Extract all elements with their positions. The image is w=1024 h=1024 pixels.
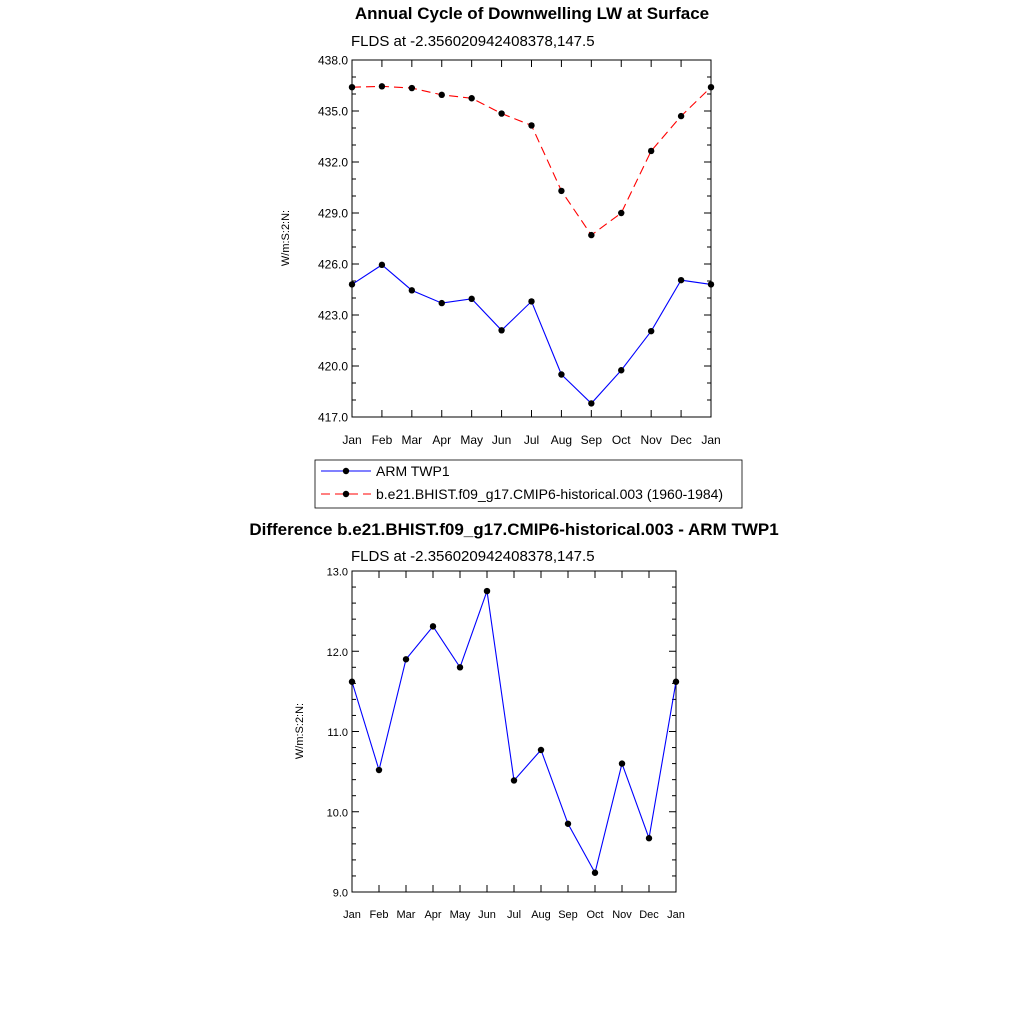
x-tick-label: Mar <box>401 433 422 447</box>
x-tick-label: Sep <box>581 433 603 447</box>
legend-label: ARM TWP1 <box>376 463 450 479</box>
chart-subtitle: FLDS at -2.356020942408378,147.5 <box>351 548 595 565</box>
x-tick-label: Feb <box>370 909 389 921</box>
y-tick-label: 438.0 <box>318 54 348 68</box>
y-tick-label: 426.0 <box>318 258 348 272</box>
data-point <box>645 835 653 842</box>
data-point <box>348 281 356 288</box>
y-axis-label: W/m:S:2:N: <box>294 703 306 759</box>
x-tick-label: Jun <box>478 909 496 921</box>
data-point <box>378 83 386 90</box>
data-point <box>707 281 715 288</box>
y-axis-label: W/m:S:2:N: <box>280 210 292 266</box>
data-point <box>378 261 386 269</box>
y-tick-label: 417.0 <box>318 411 348 425</box>
data-point <box>528 122 535 129</box>
data-point <box>375 766 383 774</box>
data-point <box>558 371 565 378</box>
x-tick-label: May <box>450 909 471 921</box>
x-tick-label: Dec <box>670 433 691 447</box>
panel-annual-cycle: Annual Cycle of Downwelling LW at Surfac… <box>280 4 721 447</box>
data-point <box>618 367 625 374</box>
data-point <box>408 287 416 294</box>
plot-area: Jan Feb Mar Apr May Jun Jul Aug Sep Oct Nov Dec Jan 9… <box>327 567 685 922</box>
y-tick-label: 423.0 <box>318 309 348 323</box>
data-point <box>647 327 655 335</box>
y-tick-label: 13.0 <box>327 567 348 579</box>
data-point <box>498 110 505 117</box>
x-tick-label: Apr <box>432 433 451 447</box>
x-tick-label: Jan <box>343 909 361 921</box>
x-tick-label: Jan <box>667 909 685 921</box>
data-point <box>677 276 685 284</box>
y-tick-label: 9.0 <box>333 888 348 900</box>
panel-difference: Difference b.e21.BHIST.f09_g17.CMIP6-his… <box>249 520 778 921</box>
x-tick-label: Jul <box>524 433 539 447</box>
legend-box <box>314 459 743 509</box>
x-tick-label: Oct <box>586 909 603 921</box>
legend: ARM TWP1 b.e21.BHIST.f09_g17.CMIP6-histo… <box>314 459 743 509</box>
data-point <box>348 678 356 685</box>
y-tick-label: 429.0 <box>318 207 348 221</box>
data-point <box>537 746 545 754</box>
data-point <box>672 678 680 685</box>
data-point <box>483 587 491 595</box>
data-point <box>618 209 625 217</box>
data-point <box>348 84 356 91</box>
data-point <box>402 656 410 663</box>
chart-subtitle: FLDS at -2.356020942408378,147.5 <box>351 33 595 50</box>
legend-entry-model: b.e21.BHIST.f09_g17.CMIP6-historical.003… <box>321 486 723 502</box>
data-point <box>591 869 599 876</box>
legend-swatch-marker <box>342 467 350 475</box>
data-point <box>618 760 626 767</box>
x-tick-label: Jun <box>492 433 511 447</box>
x-tick-label: Aug <box>551 433 572 447</box>
x-tick-label: Apr <box>424 909 441 921</box>
data-point <box>468 95 475 102</box>
y-tick-label: 10.0 <box>327 807 348 819</box>
legend-label: b.e21.BHIST.f09_g17.CMIP6-historical.003… <box>376 486 723 502</box>
data-point <box>647 147 655 155</box>
x-tick-label: Feb <box>372 433 393 447</box>
x-tick-label: Dec <box>639 909 659 921</box>
chart-title: Annual Cycle of Downwelling LW at Surfac… <box>355 4 709 23</box>
data-point <box>707 84 715 91</box>
y-tick-label: 12.0 <box>327 647 348 659</box>
data-point <box>564 820 572 827</box>
data-point <box>498 327 505 334</box>
data-point <box>510 777 518 784</box>
x-tick-label: Nov <box>612 909 632 921</box>
data-point <box>588 231 595 239</box>
x-tick-label: Jan <box>342 433 361 447</box>
y-tick-label: 435.0 <box>318 105 348 119</box>
x-tick-label: May <box>460 433 483 447</box>
y-tick-label: 432.0 <box>318 156 348 170</box>
y-tick-label: 11.0 <box>327 727 348 739</box>
legend-swatch-marker <box>342 490 350 498</box>
chart-title: Difference b.e21.BHIST.f09_g17.CMIP6-his… <box>249 520 778 539</box>
legend-entry-arm: ARM TWP1 <box>321 463 450 479</box>
x-tick-label: Sep <box>558 909 578 921</box>
plot-area: Jan Feb Mar Apr May Jun Jul Aug Sep Oct Nov Dec Jan 4… <box>318 54 721 448</box>
data-point <box>588 400 595 407</box>
data-point <box>558 187 565 195</box>
x-tick-label: Jan <box>701 433 720 447</box>
data-point <box>528 298 535 305</box>
data-point <box>429 623 437 630</box>
x-tick-label: Mar <box>397 909 416 921</box>
data-point <box>677 112 685 120</box>
x-tick-label: Jul <box>507 909 521 921</box>
data-point <box>408 84 416 92</box>
data-point <box>438 299 445 307</box>
y-tick-label: 420.0 <box>318 360 348 374</box>
data-point <box>468 295 475 303</box>
x-tick-label: Oct <box>612 433 631 447</box>
x-tick-label: Nov <box>640 433 661 447</box>
x-tick-label: Aug <box>531 909 551 921</box>
data-point <box>438 91 445 99</box>
data-point <box>456 664 464 671</box>
